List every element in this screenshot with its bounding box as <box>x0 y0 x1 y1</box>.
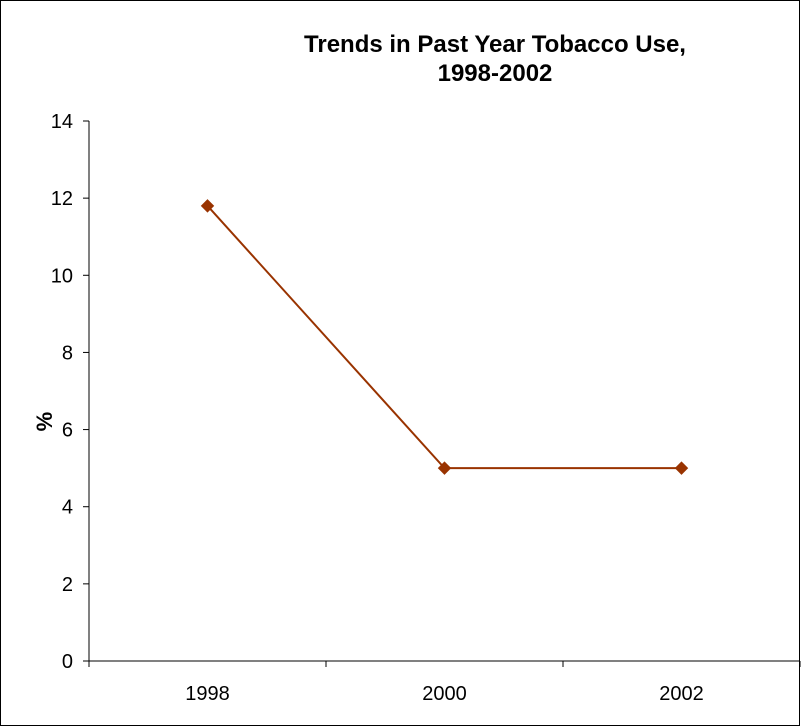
y-tick-label: 0 <box>62 651 73 673</box>
y-tick-label: 14 <box>51 111 73 133</box>
x-tick-label: 1998 <box>185 683 230 705</box>
y-tick-label: 6 <box>62 420 73 442</box>
series-line <box>206 205 682 470</box>
chart-title-line-1: Trends in Past Year Tobacco Use, <box>304 31 686 58</box>
y-axis-title: % <box>32 412 57 432</box>
chart-title-line-2: 1998-2002 <box>437 60 553 87</box>
data-point-marker <box>674 461 689 475</box>
y-tick-label: 10 <box>51 265 73 287</box>
x-tick-label: 2000 <box>422 683 467 705</box>
y-tick-label: 4 <box>62 497 73 519</box>
chart-title: Trends in Past Year Tobacco Use, 1998-20… <box>195 30 795 88</box>
x-tick-label: 2002 <box>659 683 704 705</box>
y-tick-label: 2 <box>62 574 73 596</box>
data-point-marker <box>200 199 215 213</box>
data-point-marker <box>437 461 452 475</box>
y-tick-label: 12 <box>51 188 73 210</box>
y-tick-label: 8 <box>62 342 73 364</box>
